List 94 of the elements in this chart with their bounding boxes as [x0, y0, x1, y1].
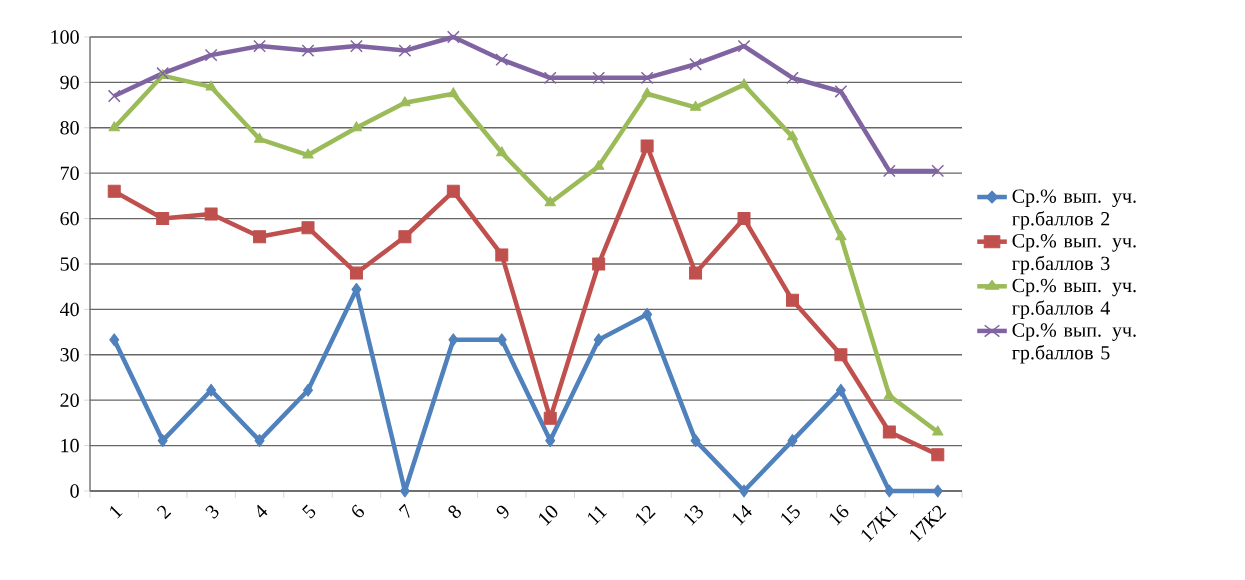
point: [882, 164, 896, 178]
x-tick-label: 4: [257, 504, 268, 518]
legend-label: Ср.% вып. уч. гр.баллов 5: [1012, 323, 1136, 364]
y-tick-label: 100: [51, 30, 79, 44]
point: [786, 71, 799, 85]
x-tick-label: 8: [448, 505, 461, 519]
y-tick-label: 50: [60, 257, 79, 271]
x-tick-label: 14: [732, 504, 752, 526]
y-tick-label: 40: [60, 302, 79, 317]
point: [786, 130, 799, 141]
y-tick-label: 0: [70, 484, 79, 498]
y-tick-label: 30: [60, 348, 79, 362]
point: [931, 448, 945, 462]
point: [592, 257, 606, 271]
point: [785, 293, 799, 307]
point: [205, 80, 217, 91]
point: [689, 266, 703, 280]
point: [254, 434, 265, 448]
point: [204, 207, 218, 221]
point: [302, 148, 314, 159]
point: [204, 48, 218, 62]
point: [834, 348, 848, 362]
point: [931, 164, 945, 178]
x-tick-label: 2: [156, 505, 172, 520]
point: [689, 100, 702, 111]
point: [787, 434, 798, 448]
point: [301, 221, 315, 235]
point: [690, 434, 701, 448]
point: [543, 71, 557, 85]
point: [206, 383, 217, 397]
point: [593, 333, 604, 347]
point: [446, 30, 460, 44]
point: [446, 184, 460, 198]
x-tick-label: 9: [496, 505, 509, 519]
y-tick-label: 90: [60, 75, 79, 90]
point: [592, 159, 605, 170]
x-tick-label: 6: [352, 504, 364, 518]
legend-label: Ср.% вып. уч. гр.баллов 3: [1012, 234, 1136, 275]
point: [350, 39, 363, 53]
x-tick-label: 1: [109, 506, 123, 519]
y-tick-label: 80: [60, 121, 79, 135]
point: [932, 425, 944, 436]
point: [640, 71, 654, 85]
point: [689, 57, 702, 71]
point: [882, 425, 896, 439]
point: [107, 184, 121, 198]
point: [398, 44, 412, 58]
point: [109, 333, 120, 347]
point: [399, 96, 411, 107]
x-tick-label: 3: [205, 505, 219, 519]
point: [737, 212, 751, 226]
point: [495, 53, 509, 67]
point: [545, 434, 556, 448]
point: [303, 383, 314, 397]
point: [253, 230, 267, 244]
x-tick-label: 13: [684, 505, 703, 526]
point: [641, 87, 653, 98]
point: [640, 139, 654, 153]
point: [835, 230, 847, 241]
legend-label: Ср.% вып. уч. гр.баллов 4: [1012, 278, 1136, 319]
point: [932, 484, 943, 498]
point: [884, 484, 895, 498]
y-tick-label: 20: [60, 393, 79, 407]
point: [156, 212, 170, 226]
point: [496, 333, 507, 347]
point: [642, 307, 653, 321]
x-tick-label: 5: [302, 504, 316, 519]
point: [496, 146, 508, 157]
point: [448, 333, 459, 347]
point: [495, 248, 509, 262]
point: [253, 39, 266, 53]
point: [108, 121, 120, 132]
point: [398, 230, 412, 244]
point: [739, 484, 750, 498]
point: [157, 434, 168, 448]
point: [447, 87, 460, 98]
point: [107, 89, 121, 103]
y-tick-label: 60: [60, 211, 79, 226]
x-tick-label: 7: [398, 503, 410, 519]
point: [349, 266, 363, 280]
point: [834, 85, 848, 98]
y-tick-label: 10: [61, 438, 79, 453]
y-tick-label: 70: [60, 166, 79, 180]
x-tick-label: 10: [538, 505, 558, 526]
point: [301, 44, 315, 58]
point: [543, 411, 557, 425]
point: [835, 383, 846, 397]
x-tick-label: 15: [781, 504, 800, 526]
point: [544, 196, 556, 207]
point: [592, 71, 606, 85]
x-tick-label: 12: [635, 505, 656, 526]
x-tick-label: 11: [587, 506, 608, 526]
legend-label: Ср.% вып. уч. гр.баллов 2: [1012, 189, 1136, 230]
x-tick-label: 16: [829, 504, 849, 526]
